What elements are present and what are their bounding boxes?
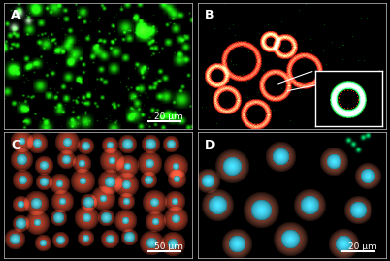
Text: C: C — [11, 139, 21, 152]
Text: 20 μm: 20 μm — [348, 112, 377, 121]
Text: 50 μm: 50 μm — [154, 242, 183, 251]
Text: 20 μm: 20 μm — [348, 242, 377, 251]
Text: A: A — [11, 9, 21, 22]
Text: B: B — [206, 9, 215, 22]
Text: D: D — [206, 139, 216, 152]
Text: 20 μm: 20 μm — [154, 112, 183, 121]
